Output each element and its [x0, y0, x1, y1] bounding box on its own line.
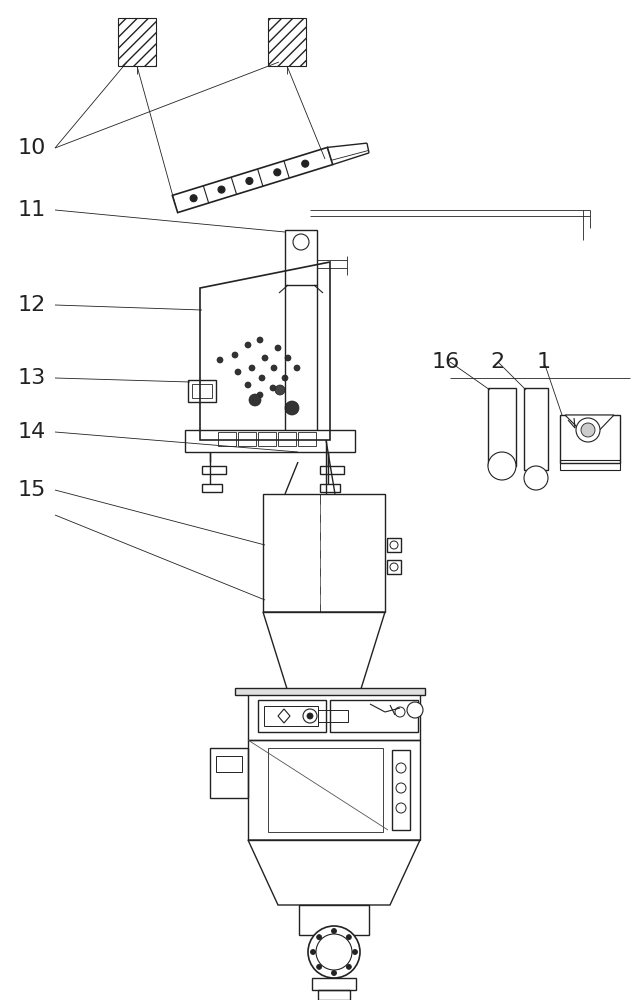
Circle shape: [285, 401, 299, 415]
Bar: [268, 748, 383, 832]
Bar: [202, 466, 226, 474]
Circle shape: [310, 950, 316, 954]
Circle shape: [262, 355, 268, 361]
Circle shape: [245, 342, 251, 348]
Circle shape: [275, 345, 281, 351]
Circle shape: [524, 466, 548, 490]
Text: 14: 14: [18, 422, 46, 442]
Bar: [387, 560, 401, 574]
Bar: [188, 380, 216, 402]
Bar: [320, 466, 344, 474]
Circle shape: [275, 385, 285, 395]
Bar: [264, 706, 318, 726]
Polygon shape: [565, 415, 614, 440]
Bar: [192, 384, 212, 398]
Circle shape: [353, 950, 358, 954]
Bar: [560, 460, 620, 470]
Bar: [278, 432, 296, 446]
Circle shape: [317, 964, 322, 969]
Circle shape: [245, 382, 251, 388]
Bar: [258, 700, 326, 732]
Circle shape: [346, 935, 351, 940]
Bar: [312, 978, 356, 990]
Bar: [285, 230, 317, 285]
Circle shape: [217, 357, 223, 363]
Circle shape: [301, 160, 308, 167]
Circle shape: [576, 418, 600, 442]
Text: 13: 13: [18, 368, 46, 388]
Bar: [210, 748, 248, 798]
Circle shape: [390, 541, 398, 549]
Bar: [263, 494, 385, 612]
Circle shape: [308, 926, 360, 978]
Bar: [560, 415, 620, 463]
Circle shape: [282, 375, 288, 381]
Bar: [330, 700, 418, 732]
Bar: [268, 18, 306, 66]
Circle shape: [396, 763, 406, 773]
Text: 11: 11: [18, 200, 46, 220]
Circle shape: [249, 365, 255, 371]
Text: 12: 12: [18, 295, 46, 315]
Circle shape: [396, 803, 406, 813]
Circle shape: [390, 563, 398, 571]
Bar: [235, 688, 425, 695]
Text: 1: 1: [537, 352, 551, 372]
Bar: [216, 756, 242, 772]
Bar: [318, 990, 350, 1000]
Circle shape: [395, 707, 405, 717]
Bar: [318, 710, 348, 722]
Circle shape: [257, 392, 263, 398]
Bar: [248, 692, 420, 740]
Bar: [298, 432, 316, 446]
Circle shape: [232, 352, 238, 358]
Circle shape: [246, 177, 253, 184]
Circle shape: [257, 337, 263, 343]
Circle shape: [488, 452, 516, 480]
Circle shape: [274, 169, 281, 176]
Circle shape: [303, 709, 317, 723]
Bar: [248, 740, 420, 840]
Circle shape: [218, 186, 225, 193]
Bar: [488, 388, 516, 466]
Circle shape: [346, 964, 351, 969]
Bar: [299, 905, 369, 935]
Circle shape: [332, 970, 337, 976]
Circle shape: [259, 375, 265, 381]
Circle shape: [293, 234, 309, 250]
Text: 2: 2: [490, 352, 504, 372]
Circle shape: [396, 783, 406, 793]
Circle shape: [332, 928, 337, 934]
Text: 16: 16: [432, 352, 460, 372]
Circle shape: [316, 934, 352, 970]
Circle shape: [407, 702, 423, 718]
Bar: [218, 432, 236, 446]
Circle shape: [270, 385, 276, 391]
Text: 15: 15: [18, 480, 46, 500]
Circle shape: [317, 935, 322, 940]
Bar: [185, 430, 355, 452]
Bar: [387, 538, 401, 552]
Circle shape: [235, 369, 241, 375]
Bar: [202, 484, 222, 492]
Circle shape: [190, 195, 197, 202]
Bar: [258, 432, 276, 446]
Bar: [524, 388, 548, 470]
Circle shape: [581, 423, 595, 437]
Text: 10: 10: [18, 138, 46, 158]
Circle shape: [285, 355, 291, 361]
Circle shape: [307, 713, 313, 719]
Bar: [238, 432, 256, 446]
Circle shape: [249, 394, 261, 406]
Circle shape: [294, 365, 300, 371]
Bar: [118, 18, 156, 66]
Bar: [392, 750, 410, 830]
Circle shape: [271, 365, 277, 371]
Bar: [320, 484, 340, 492]
